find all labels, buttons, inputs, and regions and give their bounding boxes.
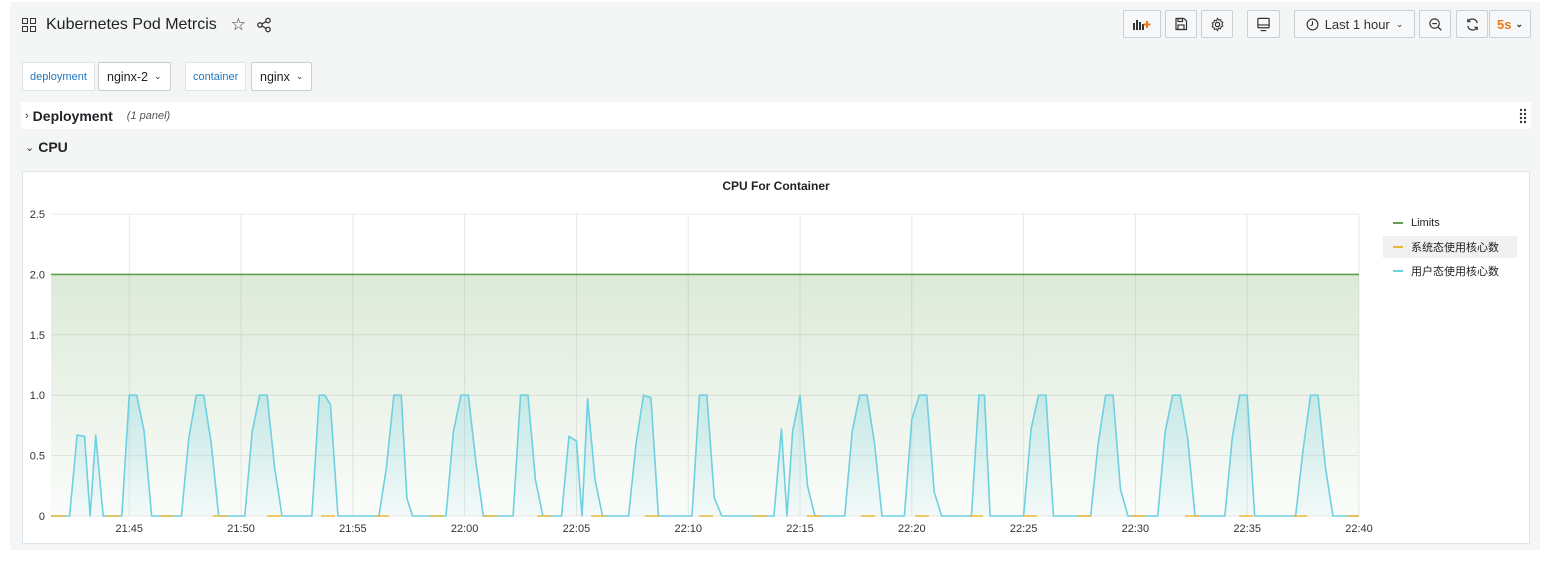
variable-value-container: nginx — [260, 69, 290, 84]
y-tick-label: 1.0 — [30, 390, 45, 402]
zoom-out-icon — [1428, 17, 1442, 31]
legend-item-user[interactable]: 用户态使用核心数 — [1383, 260, 1517, 282]
legend-label: 用户态使用核心数 — [1411, 266, 1499, 278]
dashboard-title[interactable]: Kubernetes Pod Metrcis — [46, 16, 217, 33]
x-tick-label: 22:10 — [674, 523, 702, 535]
graph-panel[interactable]: 0 0.5 1.0 1.5 2.0 2.5 21:45 21:50 21:55 22:00 22:0… — [22, 171, 1530, 544]
time-range-picker[interactable]: Last 1 hour ⌄ — [1294, 10, 1415, 38]
clock-icon — [1306, 18, 1319, 30]
x-tick-label: 22:30 — [1122, 523, 1150, 535]
x-tick-label: 22:05 — [563, 523, 591, 535]
variable-label-deployment: deployment — [22, 62, 95, 91]
cycle-view-mode-button[interactable] — [1247, 10, 1280, 38]
refresh-interval-picker[interactable]: 5s ⌄ — [1489, 10, 1531, 38]
row-title-deployment: Deployment — [32, 107, 113, 124]
refresh-interval-label: 5s — [1496, 16, 1512, 32]
y-tick-label: 2.5 — [30, 209, 45, 221]
x-tick-label: 22:40 — [1345, 523, 1373, 535]
drag-handle-icon[interactable] — [1519, 108, 1527, 124]
x-tick-label: 22:25 — [1010, 523, 1038, 535]
row-panel-count: (1 panel) — [126, 109, 171, 122]
time-range-label: Last 1 hour — [1324, 16, 1390, 32]
add-panel-icon — [1133, 20, 1151, 30]
save-dashboard-button[interactable] — [1165, 10, 1197, 38]
dashboard-header: Kubernetes Pod Metrcis ☆ — [22, 12, 272, 38]
legend-item-limits[interactable]: Limits — [1383, 212, 1517, 234]
chevron-down-icon: ⌄ — [1395, 18, 1404, 29]
panel-title[interactable]: CPU For Container — [722, 179, 830, 193]
x-tick-label: 21:55 — [339, 523, 367, 535]
row-cpu[interactable]: ⌄ CPU — [21, 139, 68, 155]
x-tick-label: 22:00 — [451, 523, 479, 535]
variable-label-container: container — [185, 62, 247, 91]
legend-swatch — [1393, 222, 1403, 224]
variable-value-deployment: nginx-2 — [107, 69, 148, 84]
cpu-chart: 0 0.5 1.0 1.5 2.0 2.5 21:45 21:50 21:55 22:00 22:0… — [30, 209, 1373, 535]
legend-swatch — [1393, 270, 1403, 272]
variable-select-deployment[interactable]: nginx-2 ⌄ — [98, 62, 171, 91]
x-tick-label: 22:20 — [898, 523, 926, 535]
star-icon[interactable]: ☆ — [230, 15, 246, 34]
chevron-down-icon: ⌄ — [1515, 18, 1523, 29]
row-title-cpu: CPU — [38, 139, 68, 155]
dashboard-grid-icon[interactable] — [22, 18, 36, 32]
add-panel-button[interactable] — [1123, 10, 1161, 38]
chevron-down-icon: ⌄ — [25, 141, 35, 154]
save-icon — [1175, 17, 1188, 31]
chevron-down-icon: ⌄ — [295, 71, 304, 81]
legend-swatch — [1393, 246, 1403, 248]
refresh-button[interactable] — [1456, 10, 1488, 38]
y-tick-label: 1.5 — [30, 330, 45, 342]
y-tick-label: 2.0 — [30, 269, 45, 281]
share-icon[interactable] — [256, 17, 272, 33]
tv-monitor-icon — [1257, 17, 1270, 31]
legend-label: 系统态使用核心数 — [1411, 242, 1499, 254]
x-tick-label: 22:15 — [786, 523, 814, 535]
x-tick-label: 21:50 — [227, 523, 255, 535]
settings-button[interactable] — [1201, 10, 1233, 38]
x-tick-label: 21:45 — [115, 523, 143, 535]
gear-icon — [1210, 16, 1224, 32]
legend-item-system[interactable]: 系统态使用核心数 — [1383, 236, 1517, 258]
row-deployment[interactable]: › Deployment (1 panel) — [21, 102, 1531, 129]
variable-select-container[interactable]: nginx ⌄ — [251, 62, 313, 91]
legend-label: Limits — [1411, 217, 1440, 229]
zoom-out-button[interactable] — [1419, 10, 1451, 38]
chevron-right-icon: › — [25, 109, 29, 122]
x-tick-label: 22:35 — [1233, 523, 1261, 535]
refresh-icon — [1466, 17, 1478, 31]
legend: Limits 系统态使用核心数 用户态使用核心数 — [1383, 212, 1517, 284]
chevron-down-icon: ⌄ — [154, 71, 162, 81]
y-tick-label: 0.5 — [30, 451, 45, 463]
y-tick-label: 0 — [39, 511, 45, 523]
